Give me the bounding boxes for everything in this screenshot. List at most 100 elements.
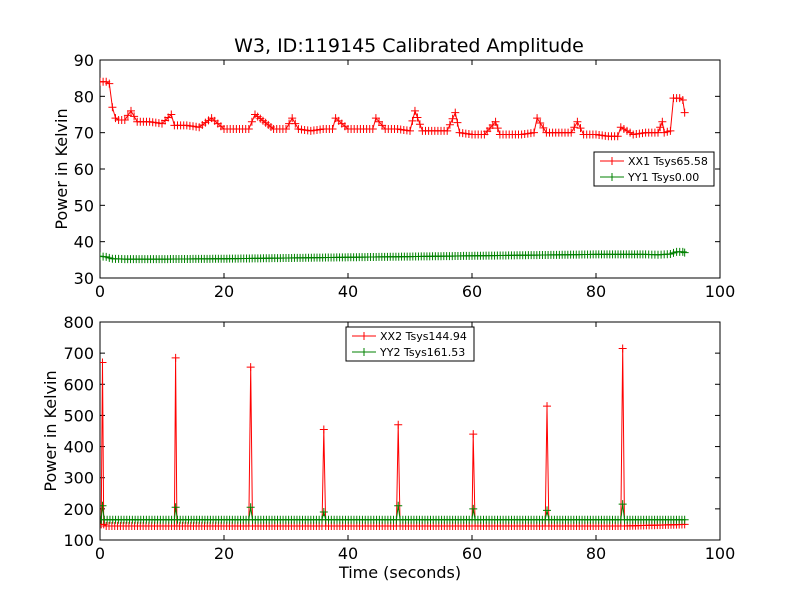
data-point-marker xyxy=(100,358,107,367)
data-point-marker xyxy=(678,247,687,256)
data-point-marker xyxy=(530,128,538,137)
y-tick-label: 90 xyxy=(74,51,94,70)
data-point-marker xyxy=(120,115,129,124)
data-point-marker xyxy=(658,117,667,126)
series-markers-1 xyxy=(100,77,689,141)
data-point-marker xyxy=(469,504,478,513)
data-point-marker xyxy=(613,132,622,141)
data-point-marker xyxy=(167,110,176,119)
y-tick-label: 500 xyxy=(63,406,94,425)
y-axis-label: Power in Kelvin xyxy=(41,370,60,491)
y-tick-label: 300 xyxy=(63,469,94,488)
legend: XX2 Tsys144.94 YY2 Tsys161.53 xyxy=(345,326,475,362)
legend-swatch-marker xyxy=(608,157,616,165)
legend-entry-label: XX1 Tsys65.58 xyxy=(628,155,708,168)
data-point-marker xyxy=(415,120,424,129)
x-tick-label: 80 xyxy=(586,282,606,301)
data-point-marker xyxy=(319,425,328,434)
x-tick-label: 40 xyxy=(338,282,358,301)
data-point-marker xyxy=(576,124,585,133)
data-point-marker xyxy=(127,106,135,115)
legend-entry-label: YY2 Tsys161.53 xyxy=(379,346,465,359)
bottom-subplot: 0 20 40 60 80 100 100 200 300 400 500 600 700 800 Powe… xyxy=(41,313,735,582)
data-point-marker xyxy=(543,402,552,411)
data-point-marker xyxy=(567,128,576,137)
data-point-marker xyxy=(618,344,627,353)
data-point-marker xyxy=(406,126,414,135)
data-point-marker xyxy=(443,126,452,135)
legend: XX1 Tsys65.58 YY1 Tsys0.00 xyxy=(593,151,715,187)
legend-entry-label: XX2 Tsys144.94 xyxy=(380,330,467,343)
data-point-marker xyxy=(319,507,328,516)
y-tick-label: 80 xyxy=(74,87,94,106)
data-point-marker xyxy=(656,123,665,132)
data-point-marker xyxy=(171,503,180,512)
y-tick-label: 30 xyxy=(74,269,94,288)
x-tick-label: 0 xyxy=(95,544,105,563)
data-point-marker xyxy=(123,111,132,120)
data-point-marker xyxy=(573,117,582,126)
data-point-marker xyxy=(171,353,180,362)
data-point-marker xyxy=(394,501,403,510)
x-tick-label: 100 xyxy=(705,544,736,563)
series-markers-2 xyxy=(100,500,689,524)
data-point-marker xyxy=(493,124,502,133)
y-tick-label: 400 xyxy=(63,438,94,457)
x-tick-label: 40 xyxy=(338,544,358,563)
data-point-marker xyxy=(108,103,117,112)
data-point-marker xyxy=(678,95,687,104)
data-point-marker xyxy=(368,125,377,134)
data-point-marker xyxy=(445,120,454,129)
y-tick-label: 70 xyxy=(74,124,94,143)
data-point-marker xyxy=(539,123,548,132)
legend-swatch-marker xyxy=(360,332,368,340)
data-point-marker xyxy=(533,114,542,123)
chart-title: W3, ID:119145 Calibrated Amplitude xyxy=(234,35,584,57)
legend-swatch-marker xyxy=(608,173,616,181)
y-tick-label: 60 xyxy=(74,160,94,179)
data-point-marker xyxy=(680,248,689,257)
y-tick-label: 200 xyxy=(63,500,94,519)
series-markers-2 xyxy=(100,247,689,264)
data-point-marker xyxy=(105,79,114,88)
x-axis-label: Time (seconds) xyxy=(338,563,461,582)
data-point-marker xyxy=(288,114,297,123)
legend-box xyxy=(345,326,475,362)
legend-swatch-marker xyxy=(360,348,368,356)
data-point-marker xyxy=(448,114,457,123)
data-point-marker xyxy=(453,118,462,127)
data-point-marker xyxy=(413,113,422,122)
x-tick-label: 60 xyxy=(462,544,482,563)
data-point-marker xyxy=(246,363,255,372)
data-point-marker xyxy=(291,119,300,128)
y-tick-label: 700 xyxy=(63,344,94,363)
x-tick-label: 60 xyxy=(462,282,482,301)
y-tick-label: 100 xyxy=(63,531,94,550)
data-point-marker xyxy=(491,117,500,126)
x-tick-label: 80 xyxy=(586,544,606,563)
data-point-marker xyxy=(666,126,675,135)
data-point-marker xyxy=(680,108,689,117)
data-point-marker xyxy=(618,500,627,509)
y-tick-label: 600 xyxy=(63,375,94,394)
data-point-marker xyxy=(680,515,689,524)
y-tick-label: 40 xyxy=(74,233,94,252)
x-tick-label: 0 xyxy=(95,282,105,301)
legend-entry-label: YY1 Tsys0.00 xyxy=(627,171,699,184)
data-point-marker xyxy=(246,503,255,512)
data-point-marker xyxy=(543,506,552,515)
series-layer xyxy=(100,344,689,530)
data-point-marker xyxy=(244,125,253,134)
y-tick-label: 800 xyxy=(63,313,94,332)
data-point-marker xyxy=(247,117,256,126)
top-subplot: 0 20 40 60 80 100 30 40 50 60 70 80 90 Power in Kelvi… xyxy=(52,51,735,301)
data-point-marker xyxy=(408,116,417,125)
data-point-marker xyxy=(394,420,403,429)
data-point-marker xyxy=(570,123,579,132)
data-point-marker xyxy=(130,112,139,121)
data-point-marker xyxy=(328,125,337,134)
data-point-marker xyxy=(451,108,460,117)
data-point-marker xyxy=(100,501,107,510)
legend-box xyxy=(593,151,715,187)
